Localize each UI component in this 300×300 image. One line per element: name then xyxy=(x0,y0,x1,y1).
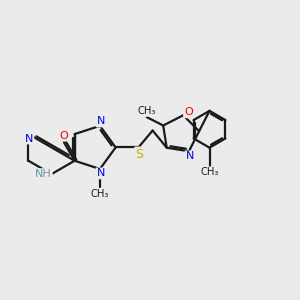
Text: CH₃: CH₃ xyxy=(138,106,156,116)
Text: NH: NH xyxy=(35,169,52,179)
Text: CH₃: CH₃ xyxy=(200,167,219,177)
Text: O: O xyxy=(60,130,68,141)
Text: CH₃: CH₃ xyxy=(91,189,109,199)
Text: N: N xyxy=(97,116,105,126)
Text: O: O xyxy=(184,107,193,117)
Text: S: S xyxy=(135,148,143,160)
Text: N: N xyxy=(97,168,105,178)
Text: N: N xyxy=(185,152,194,161)
Text: N: N xyxy=(25,134,33,143)
